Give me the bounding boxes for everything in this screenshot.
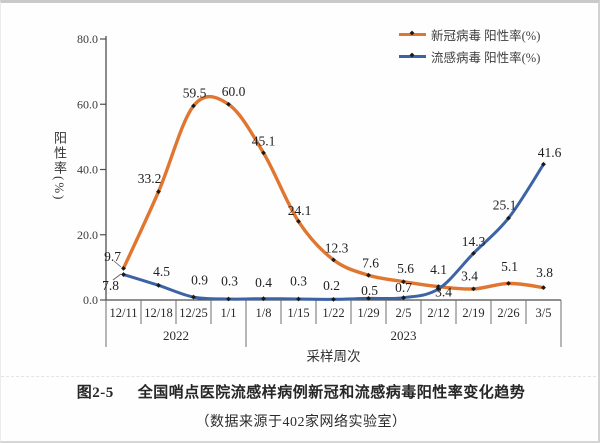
figure-title: 全国哨点医院流感样病例新冠和流感病毒阳性率变化趋势 (137, 385, 526, 401)
svg-text:20.0: 20.0 (77, 228, 98, 242)
svg-text:0.3: 0.3 (221, 274, 238, 289)
svg-text:0.3: 0.3 (290, 274, 307, 289)
svg-text:1/8: 1/8 (256, 306, 272, 320)
legend-label-covid: 新冠病毒 阳性率(%) (431, 28, 541, 43)
svg-text:40.0: 40.0 (77, 163, 98, 177)
svg-text:45.1: 45.1 (252, 133, 276, 148)
svg-text:59.5: 59.5 (183, 85, 207, 100)
svg-text:3.4: 3.4 (435, 284, 452, 299)
svg-text:2023: 2023 (391, 328, 417, 343)
svg-text:1/1: 1/1 (221, 306, 237, 320)
svg-text:4.1: 4.1 (430, 262, 447, 277)
flu-line-swatch-icon (399, 54, 426, 58)
figure-number: 图2-5 (76, 385, 114, 401)
legend-item-flu: 流感病毒 阳性率(%) (399, 45, 540, 67)
svg-text:12/25: 12/25 (179, 306, 207, 320)
svg-text:3.8: 3.8 (536, 265, 553, 280)
svg-text:3.4: 3.4 (461, 268, 478, 283)
svg-text:12.3: 12.3 (325, 240, 349, 255)
svg-text:12/18: 12/18 (144, 306, 172, 320)
covid-line-swatch-icon (399, 32, 426, 36)
svg-text:80.0: 80.0 (77, 32, 98, 46)
svg-text:60.0: 60.0 (77, 97, 98, 111)
svg-text:5.6: 5.6 (397, 261, 414, 276)
svg-text:2022: 2022 (163, 328, 189, 343)
svg-text:0.9: 0.9 (191, 273, 208, 288)
svg-text:7.6: 7.6 (362, 256, 379, 271)
divider (1, 376, 598, 377)
svg-text:0.0: 0.0 (83, 293, 98, 307)
svg-text:25.1: 25.1 (493, 198, 517, 213)
svg-text:41.6: 41.6 (538, 145, 562, 160)
svg-text:1/22: 1/22 (322, 306, 344, 320)
svg-text:33.2: 33.2 (138, 171, 162, 186)
svg-text:采样周次: 采样周次 (307, 349, 361, 364)
svg-text:24.1: 24.1 (288, 203, 312, 218)
svg-text:1/29: 1/29 (357, 306, 379, 320)
svg-text:60.0: 60.0 (222, 84, 246, 99)
legend-label-flu: 流感病毒 阳性率(%) (431, 50, 541, 65)
svg-text:3/5: 3/5 (536, 306, 552, 320)
positivity-trend-chart: 0.0 20.0 40.0 60.0 80.0 12/11 12/18 12/25 1/1 1/8… (1, 3, 598, 371)
figure-source: （数据来源于402家网络实验室） (195, 415, 407, 430)
legend-item-covid: 新冠病毒 阳性率(%) (399, 23, 540, 45)
svg-text:0.7: 0.7 (395, 280, 412, 295)
svg-text:4.5: 4.5 (153, 264, 170, 279)
svg-text:2/26: 2/26 (497, 306, 519, 320)
svg-text:2/12: 2/12 (427, 306, 449, 320)
svg-text:7.8: 7.8 (102, 278, 119, 293)
y-axis-title: 阳性率(%) (52, 131, 67, 202)
figure-caption: 图2-5 全国哨点医院流感样病例新冠和流感病毒阳性率变化趋势 (1, 381, 598, 402)
svg-text:9.7: 9.7 (104, 249, 121, 264)
svg-text:0.2: 0.2 (323, 278, 340, 293)
svg-text:12/11: 12/11 (109, 306, 137, 320)
chart-plot-area: 0.0 20.0 40.0 60.0 80.0 12/11 12/18 12/25 1/1 1/8… (77, 32, 562, 364)
chart-legend: 新冠病毒 阳性率(%) 流感病毒 阳性率(%) (399, 23, 540, 67)
svg-text:14.3: 14.3 (462, 234, 486, 249)
svg-text:2/5: 2/5 (396, 306, 412, 320)
svg-text:0.4: 0.4 (255, 275, 272, 290)
svg-text:0.5: 0.5 (361, 283, 378, 298)
svg-text:1/15: 1/15 (287, 306, 309, 320)
svg-text:5.1: 5.1 (501, 259, 518, 274)
svg-text:2/19: 2/19 (462, 306, 484, 320)
